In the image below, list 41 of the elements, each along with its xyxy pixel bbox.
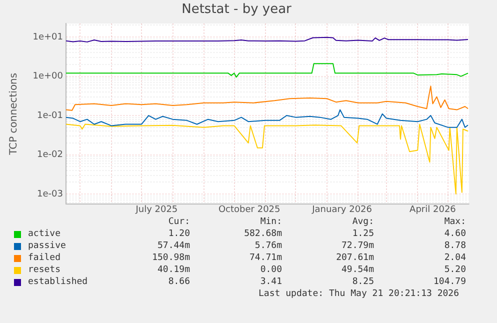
text: Min: (259, 216, 282, 228)
chart-title: Netstat - by year (182, 2, 292, 18)
y-tick-label: 1e+00 (32, 72, 64, 82)
y-axis-title: TCP connections (8, 72, 20, 156)
x-tick-label: April 2026 (410, 204, 456, 215)
text: Max: (443, 216, 466, 228)
text: 150.98m (151, 252, 190, 264)
text: 207.61m (335, 252, 374, 264)
legend-label: resets (28, 264, 61, 276)
text: 1.20 (167, 228, 190, 240)
legend-label: established (28, 276, 88, 288)
y-tick-label: 1e-02 (37, 150, 63, 160)
legend-label: passive (28, 240, 66, 252)
text: 8.66 (167, 276, 190, 288)
text: 5.76m (254, 240, 282, 252)
text: 8.25 (351, 276, 374, 288)
text: 5.20 (443, 264, 466, 276)
legend-label: active (28, 228, 61, 240)
x-tick-label: October 2025 (218, 204, 280, 215)
text: 49.54m (340, 264, 374, 276)
y-tick-label: 1e+01 (32, 32, 63, 42)
text: Last update: Thu May 21 20:21:13 2026 (258, 288, 460, 300)
text: 582.68m (243, 228, 282, 240)
text: 8.78 (443, 240, 466, 252)
y-tick-label: 1e-03 (37, 189, 63, 200)
x-tick-label: January 2026 (311, 204, 372, 215)
text: Avg: (351, 216, 374, 228)
text: 0.00 (259, 264, 282, 276)
text: 104.79 (432, 276, 466, 288)
text: 4.60 (443, 228, 466, 240)
text: Cur: (167, 216, 190, 228)
legend-label: failed (28, 252, 61, 264)
text: 74.71m (248, 252, 282, 264)
y-tick-label: 1e-01 (37, 110, 63, 121)
x-tick-label: July 2025 (134, 204, 178, 215)
text: 72.79m (340, 240, 374, 252)
text: 2.04 (443, 252, 466, 264)
text: 3.41 (259, 276, 282, 288)
text: 57.44m (156, 240, 190, 252)
text: 40.19m (156, 264, 190, 276)
text: 1.25 (351, 228, 374, 240)
